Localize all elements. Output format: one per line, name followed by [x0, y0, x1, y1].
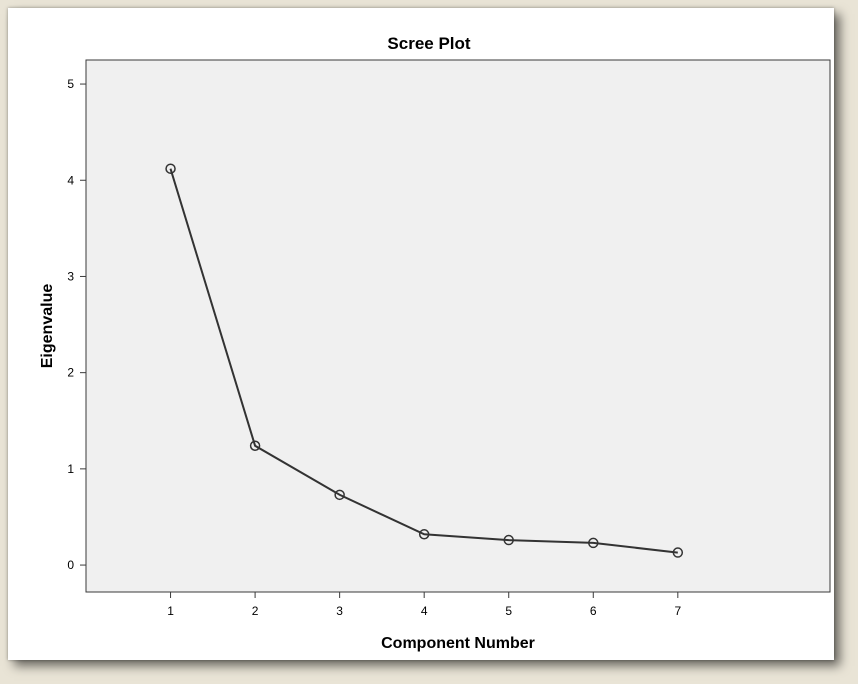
- data-point: [334, 489, 345, 501]
- data-points: [165, 163, 684, 558]
- chart-title: Scree Plot: [387, 34, 470, 53]
- x-axis: 1 2 3 4 5 6 7: [167, 592, 681, 618]
- y-tick-label: 4: [67, 173, 74, 187]
- data-point: [418, 529, 430, 540]
- x-tick-label: 2: [252, 604, 259, 618]
- x-axis-label: Component Number: [381, 635, 535, 652]
- x-tick-label: 7: [674, 604, 681, 618]
- y-tick-label: 2: [67, 366, 74, 380]
- x-tick-label: 6: [590, 604, 597, 618]
- y-axis: 0 1 2 3 4 5: [67, 77, 86, 572]
- y-tick-label: 3: [67, 269, 74, 283]
- plot-area: [85, 59, 831, 593]
- x-tick-label: 1: [167, 604, 174, 618]
- y-tick-label: 1: [67, 462, 74, 476]
- data-point: [672, 547, 684, 558]
- data-point: [503, 534, 514, 546]
- x-tick-label: 4: [421, 604, 428, 618]
- y-tick-label: 5: [67, 77, 74, 91]
- y-axis-label: Eigenvalue: [39, 284, 56, 369]
- data-point: [249, 440, 261, 452]
- x-tick-label: 5: [505, 604, 512, 618]
- data-point: [588, 537, 599, 549]
- y-tick-label: 0: [67, 558, 74, 572]
- data-point: [165, 163, 176, 174]
- series-line: [169, 168, 678, 554]
- x-tick-label: 3: [336, 604, 343, 618]
